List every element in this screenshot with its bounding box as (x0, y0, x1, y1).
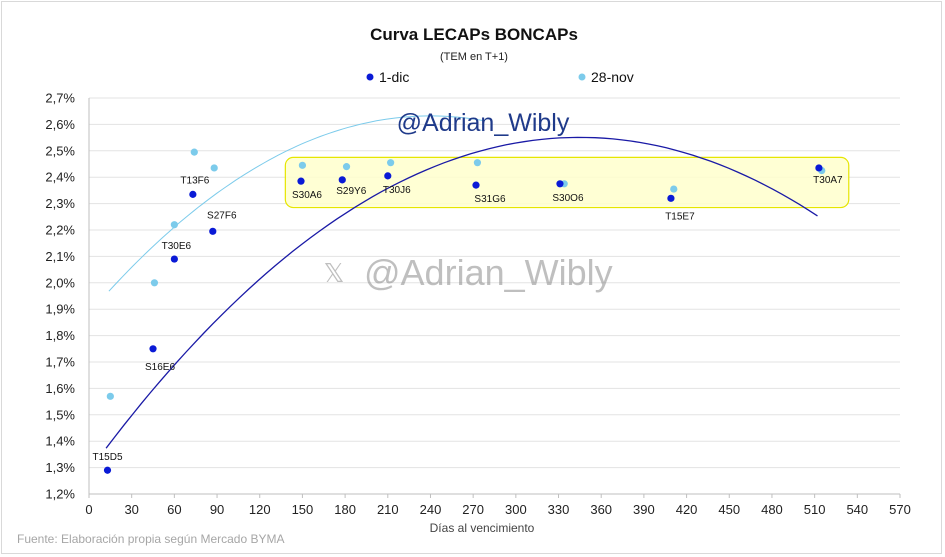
x-tick-540: 540 (846, 502, 868, 517)
x-tick-150: 150 (292, 502, 314, 517)
point-label-s27f6: S27F6 (207, 210, 237, 221)
x-tick-450: 450 (718, 502, 740, 517)
point-labels-layer: T15D5 S16E6 T30E6 T13F6 S27F6 S30A6 S29Y6 T30J6… (92, 175, 843, 463)
x-axis-label: Días al vencimiento (430, 521, 535, 535)
point-1-dic-3 (189, 190, 197, 198)
watermark-x: 𝕏 @Adrian_Wibly (324, 252, 613, 293)
point-1-dic-4 (209, 227, 217, 235)
x-tick-60: 60 (167, 502, 181, 517)
point-1-dic-7 (384, 172, 392, 180)
point-label-s30o6: S30O6 (552, 193, 584, 204)
x-tick-120: 120 (249, 502, 271, 517)
chart-title: Curva LECAPs BONCAPs (370, 25, 578, 44)
legend-marker-28-nov (578, 73, 586, 81)
watermark-handle: @Adrian_Wibly (397, 109, 570, 137)
points-layer (103, 148, 826, 474)
y-tick-1-8: 1,8% (45, 328, 75, 343)
point-28-nov-6 (342, 163, 351, 171)
grid-layer (89, 97, 900, 469)
y-tick-1-7: 1,7% (45, 355, 75, 370)
legend-label-1-dic: 1-dic (379, 69, 409, 85)
point-1-dic-5 (297, 177, 305, 185)
x-tick-480: 480 (761, 502, 783, 517)
x-tick-360: 360 (590, 502, 612, 517)
x-tick-210: 210 (377, 502, 399, 517)
point-1-dic-6 (338, 176, 346, 184)
trendline-28-nov (108, 115, 485, 292)
y-tick-2-3: 2,3% (45, 196, 75, 211)
point-28-nov-7 (387, 159, 395, 167)
x-tick-labels: 0 30 60 90 120 150 180 210 240 270 300 330 360 390 420… (85, 494, 911, 517)
chart-subtitle: (TEM en T+1) (440, 51, 508, 63)
point-28-nov-10 (670, 185, 678, 193)
point-label-s16e6: S16E6 (145, 362, 175, 373)
watermark-x-handle: @Adrian_Wibly (364, 252, 613, 293)
y-tick-2-2: 2,2% (45, 223, 75, 238)
y-tick-1-6: 1,6% (45, 381, 75, 396)
y-tick-1-2: 1,2% (45, 487, 75, 502)
x-tick-30: 30 (124, 502, 138, 517)
point-1-dic-1 (149, 345, 157, 353)
y-tick-1-9: 1,9% (45, 302, 75, 317)
legend-marker-1-dic (366, 73, 374, 81)
y-tick-2-5: 2,5% (45, 143, 75, 158)
axis-layer (88, 98, 900, 495)
point-28-nov-0 (106, 392, 114, 400)
x-tick-240: 240 (420, 502, 442, 517)
x-tick-90: 90 (210, 502, 224, 517)
x-tick-570: 570 (889, 502, 911, 517)
point-label-s29y6: S29Y6 (336, 186, 366, 197)
point-label-s30a6: S30A6 (292, 190, 322, 201)
point-28-nov-5 (298, 161, 307, 169)
x-tick-270: 270 (462, 502, 484, 517)
point-28-nov-2 (170, 221, 178, 229)
x-tick-0: 0 (85, 502, 92, 517)
point-1-dic-0 (103, 466, 112, 474)
point-label-t30e6: T30E6 (162, 241, 192, 252)
point-1-dic-11 (815, 164, 823, 172)
trendline-1-dic (105, 136, 818, 449)
y-tick-2-6: 2,6% (45, 117, 75, 132)
x-tick-390: 390 (633, 502, 655, 517)
y-tick-1-4: 1,4% (45, 434, 75, 449)
point-label-t15e7: T15E7 (665, 211, 695, 222)
y-tick-2-4: 2,4% (45, 170, 75, 185)
point-1-dic-2 (170, 255, 178, 263)
x-tick-330: 330 (548, 502, 570, 517)
y-tick-2-0: 2,0% (45, 275, 75, 290)
y-tick-2-1: 2,1% (45, 249, 75, 264)
point-label-t30a7: T30A7 (813, 175, 843, 186)
trendline-layer (105, 115, 818, 449)
legend: 1-dic 28-nov (366, 69, 634, 85)
x-logo-icon: 𝕏 (324, 258, 345, 288)
source-note: Fuente: Elaboración propia según Mercado… (17, 532, 285, 546)
point-28-nov-3 (190, 148, 198, 156)
point-label-t30j6: T30J6 (383, 185, 411, 196)
x-tick-420: 420 (676, 502, 698, 517)
point-label-s31g6: S31G6 (474, 194, 506, 205)
x-tick-510: 510 (804, 502, 826, 517)
x-tick-180: 180 (334, 502, 356, 517)
point-1-dic-10 (667, 194, 675, 202)
x-tick-300: 300 (505, 502, 527, 517)
point-1-dic-9 (556, 180, 564, 188)
y-tick-labels: 1,2% 1,3% 1,4% 1,5% 1,6% 1,7% 1,8% 1,9% 2,0% 2,1%… (45, 91, 75, 502)
y-tick-1-5: 1,5% (45, 407, 75, 422)
point-28-nov-8 (473, 159, 482, 167)
point-28-nov-1 (150, 279, 159, 287)
point-label-t15d5: T15D5 (92, 452, 122, 463)
point-1-dic-8 (472, 181, 480, 189)
point-28-nov-4 (210, 164, 218, 172)
y-tick-2-7: 2,7% (45, 91, 75, 106)
legend-label-28-nov: 28-nov (591, 69, 634, 85)
y-tick-1-3: 1,3% (45, 460, 75, 475)
point-label-t13f6: T13F6 (180, 175, 209, 186)
